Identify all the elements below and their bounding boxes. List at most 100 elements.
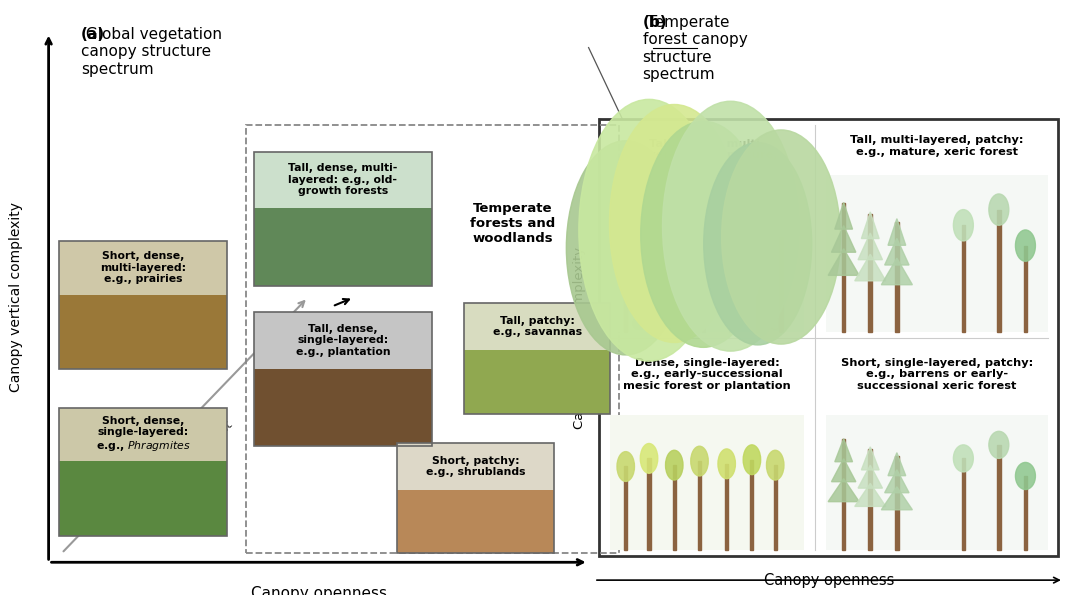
Polygon shape — [885, 239, 909, 265]
Ellipse shape — [721, 130, 840, 344]
Text: Tall, multi-layered, patchy:
e.g., mature, xeric forest: Tall, multi-layered, patchy: e.g., matur… — [850, 135, 1024, 156]
Text: Tall, dense, multi-
layered: e.g., mature,
mesic forest: Tall, dense, multi- layered: e.g., matur… — [637, 139, 778, 172]
Polygon shape — [881, 487, 913, 510]
Bar — [751, 460, 754, 550]
Text: Canopy openness: Canopy openness — [251, 586, 387, 595]
Polygon shape — [859, 233, 882, 259]
Text: Tall, patchy:
e.g., savannas: Tall, patchy: e.g., savannas — [492, 316, 582, 337]
Bar — [397, 443, 554, 490]
Ellipse shape — [767, 450, 784, 480]
Polygon shape — [835, 439, 852, 462]
Ellipse shape — [633, 318, 646, 330]
Ellipse shape — [1015, 462, 1036, 490]
Ellipse shape — [579, 99, 719, 361]
Bar — [59, 408, 227, 536]
Text: Short, dense,
multi-layered:
e.g., prairies: Short, dense, multi-layered: e.g., prair… — [100, 251, 186, 284]
Text: Short, single-layered, patchy:
e.g., barrens or early-
successional xeric forest: Short, single-layered, patchy: e.g., bar… — [840, 358, 1032, 391]
Bar — [826, 175, 1048, 331]
Bar — [895, 456, 899, 550]
Bar — [599, 119, 1058, 556]
Text: Canopy openness: Canopy openness — [764, 572, 894, 588]
Bar — [961, 226, 966, 331]
Bar — [648, 458, 650, 550]
Bar — [756, 244, 759, 331]
Bar — [895, 222, 899, 331]
Bar — [673, 224, 676, 331]
Polygon shape — [888, 453, 906, 475]
Ellipse shape — [954, 445, 973, 472]
Bar — [59, 461, 227, 536]
Text: Tall, dense, multi-
layered: e.g., old-
growth forests: Tall, dense, multi- layered: e.g., old- … — [288, 163, 397, 196]
Ellipse shape — [730, 318, 743, 330]
Bar — [842, 440, 846, 550]
Bar — [961, 458, 966, 550]
Bar — [397, 490, 554, 553]
Ellipse shape — [681, 318, 694, 330]
Ellipse shape — [662, 101, 798, 351]
Bar — [59, 295, 227, 369]
Text: Tall, dense,
single-layered:
e.g., plantation: Tall, dense, single-layered: e.g., plant… — [296, 324, 390, 357]
Polygon shape — [832, 459, 855, 482]
Bar — [397, 443, 554, 553]
Ellipse shape — [704, 143, 812, 345]
Bar — [59, 241, 227, 295]
Bar — [59, 241, 227, 369]
Text: Canopy vertical complexity: Canopy vertical complexity — [573, 246, 586, 429]
Polygon shape — [854, 254, 886, 281]
Bar — [254, 368, 432, 446]
Ellipse shape — [989, 431, 1009, 458]
Bar — [610, 196, 805, 331]
Text: (a): (a) — [81, 27, 105, 42]
Bar — [624, 466, 627, 550]
Bar — [997, 445, 1000, 550]
Ellipse shape — [1015, 230, 1036, 261]
Bar — [997, 209, 1000, 331]
Text: Canopy
height: Canopy height — [186, 405, 238, 458]
Ellipse shape — [954, 209, 973, 241]
Bar — [254, 208, 432, 286]
Bar — [842, 203, 846, 331]
Bar — [868, 449, 872, 550]
Text: Temperate
forest canopy
structure
spectrum: Temperate forest canopy structure spectr… — [643, 15, 747, 82]
Bar — [610, 415, 805, 550]
Text: Canopy vertical complexity: Canopy vertical complexity — [10, 202, 23, 393]
Bar — [254, 152, 432, 286]
Bar — [702, 234, 705, 331]
Ellipse shape — [617, 452, 634, 481]
Text: Temperate
forests and
woodlands: Temperate forests and woodlands — [471, 202, 555, 245]
Bar — [826, 415, 1048, 550]
Bar — [246, 125, 619, 553]
Bar — [780, 237, 783, 331]
Bar — [1024, 246, 1027, 331]
Bar — [673, 465, 676, 550]
Ellipse shape — [743, 445, 760, 475]
Bar — [254, 312, 432, 368]
Bar — [254, 152, 432, 208]
Bar — [59, 408, 227, 461]
Bar — [624, 248, 627, 331]
Bar — [1024, 476, 1027, 550]
Bar — [868, 214, 872, 331]
Polygon shape — [862, 212, 879, 239]
Bar — [698, 461, 701, 550]
Bar — [464, 303, 610, 350]
Polygon shape — [854, 483, 886, 506]
Bar — [254, 312, 432, 446]
Ellipse shape — [665, 450, 683, 480]
Text: (b): (b) — [643, 15, 667, 30]
Bar — [464, 350, 610, 414]
Text: Global vegetation
canopy structure
spectrum: Global vegetation canopy structure spect… — [81, 27, 222, 77]
Polygon shape — [828, 249, 860, 275]
Bar — [647, 230, 651, 331]
Bar — [464, 303, 610, 414]
Text: Short, dense,
single-layered:
e.g., $\it{Phragmites}$: Short, dense, single-layered: e.g., $\it… — [96, 416, 190, 453]
Ellipse shape — [566, 141, 685, 355]
Polygon shape — [885, 469, 909, 493]
Polygon shape — [828, 478, 860, 502]
Bar — [729, 226, 732, 331]
Text: Dense, single-layered:
e.g., early-successional
mesic forest or plantation: Dense, single-layered: e.g., early-succe… — [623, 358, 792, 391]
Ellipse shape — [989, 194, 1009, 226]
Polygon shape — [832, 226, 855, 252]
Ellipse shape — [640, 443, 658, 473]
Ellipse shape — [691, 446, 708, 476]
